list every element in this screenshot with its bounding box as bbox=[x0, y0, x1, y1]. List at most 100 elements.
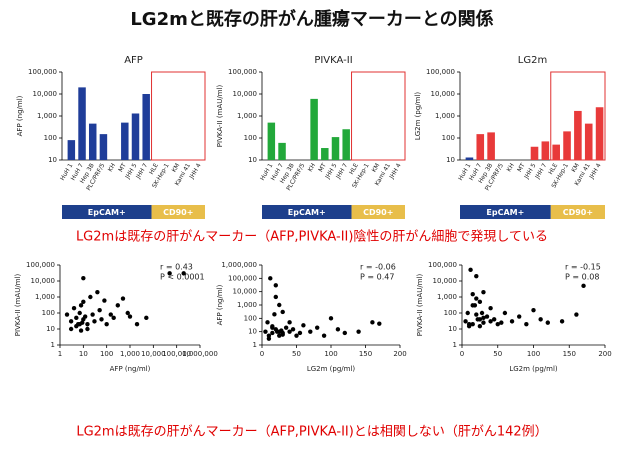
point bbox=[474, 273, 479, 279]
point bbox=[479, 310, 485, 316]
point bbox=[481, 289, 486, 295]
figure-title: LG2mと既存の肝がん腫瘍マーカーとの関係 bbox=[130, 8, 493, 30]
point bbox=[470, 291, 475, 297]
y-tick-label: 1 bbox=[51, 341, 55, 349]
x-axis-label: AFP (ng/ml) bbox=[110, 365, 151, 373]
point bbox=[477, 323, 483, 329]
point bbox=[134, 321, 140, 327]
point bbox=[491, 317, 497, 322]
group-label: EpCAM+ bbox=[88, 208, 126, 217]
y-tick-label: 100 bbox=[244, 314, 257, 322]
x-tick-label: KH bbox=[307, 162, 317, 173]
y-axis-label: PIVKA-II (mAU/ml) bbox=[216, 85, 224, 148]
y-tick-label: 100 bbox=[444, 309, 457, 317]
point bbox=[144, 315, 149, 321]
chart-title: PIVKA-II bbox=[314, 55, 352, 66]
x-tick-label: KH bbox=[506, 162, 516, 173]
bar bbox=[331, 137, 340, 160]
point bbox=[277, 333, 282, 338]
bar bbox=[278, 142, 286, 160]
y-tick-label: 10 bbox=[46, 325, 55, 333]
group-bar bbox=[550, 205, 605, 219]
point bbox=[559, 319, 565, 324]
y-tick-label: 1,000 bbox=[35, 293, 55, 301]
point bbox=[77, 310, 82, 316]
point bbox=[273, 283, 278, 288]
y-tick-label: 10,000 bbox=[31, 277, 56, 285]
bar bbox=[121, 122, 129, 160]
annotation: P = 0.08 bbox=[565, 273, 599, 282]
y-tick-label: 100,000 bbox=[26, 261, 55, 269]
x-tick-label: HLE bbox=[348, 162, 360, 176]
point bbox=[270, 324, 275, 329]
point bbox=[104, 321, 109, 327]
point bbox=[509, 319, 515, 324]
point bbox=[294, 333, 299, 338]
point bbox=[283, 325, 289, 330]
bar bbox=[67, 140, 76, 160]
point bbox=[545, 320, 550, 325]
annotation: r = -0.06 bbox=[360, 263, 396, 272]
x-axis-label: LG2m (pg/ml) bbox=[307, 365, 356, 373]
point bbox=[120, 296, 126, 301]
x-tick-label: 200 bbox=[393, 350, 406, 358]
y-tick-label: 100 bbox=[442, 134, 455, 142]
y-axis-label: PIVKA-II (mAU/ml) bbox=[416, 274, 424, 337]
point bbox=[465, 310, 470, 316]
group-bar bbox=[351, 205, 405, 219]
point bbox=[68, 326, 74, 332]
x-tick-label: 0 bbox=[260, 350, 264, 358]
y-tick-label: 10,000 bbox=[433, 277, 458, 285]
x-tick-label: HLE bbox=[148, 162, 160, 176]
group-label: EpCAM+ bbox=[486, 208, 524, 217]
y-tick-label: 10,000 bbox=[233, 90, 258, 98]
point bbox=[268, 276, 273, 281]
point bbox=[531, 307, 536, 313]
point bbox=[328, 316, 334, 321]
point bbox=[474, 296, 479, 301]
bar bbox=[574, 110, 582, 160]
y-tick-label: 100 bbox=[44, 134, 57, 142]
point bbox=[90, 312, 95, 317]
point bbox=[495, 321, 500, 327]
point bbox=[78, 303, 84, 308]
y-tick-label: 100,000 bbox=[28, 68, 57, 76]
point bbox=[277, 329, 282, 334]
annotation: P = 0.47 bbox=[360, 273, 394, 282]
y-tick-label: 10 bbox=[48, 156, 57, 164]
group-bar bbox=[151, 205, 205, 219]
x-tick-label: MT bbox=[117, 162, 128, 173]
point bbox=[82, 314, 88, 319]
annotation: r = 0.43 bbox=[160, 263, 193, 272]
point bbox=[272, 312, 277, 317]
x-tick-label: 200 bbox=[598, 350, 611, 358]
y-tick-label: 10 bbox=[248, 328, 257, 336]
y-tick-label: 1 bbox=[453, 341, 457, 349]
point bbox=[524, 321, 529, 327]
y-tick-label: 10,000 bbox=[431, 90, 456, 98]
point bbox=[315, 325, 320, 330]
bar bbox=[310, 98, 318, 160]
point bbox=[538, 317, 543, 322]
point bbox=[342, 330, 347, 336]
y-tick-label: 10 bbox=[448, 325, 457, 333]
point bbox=[287, 320, 292, 325]
y-tick-label: 10 bbox=[446, 156, 455, 164]
point bbox=[127, 314, 133, 319]
bar bbox=[530, 146, 539, 160]
point bbox=[273, 294, 278, 300]
x-axis-label: LG2m (pg/ml) bbox=[509, 365, 558, 373]
point bbox=[517, 314, 522, 319]
y-tick-label: 1,000 bbox=[435, 112, 455, 120]
x-tick-label: 10,000 bbox=[141, 350, 166, 358]
point bbox=[95, 289, 100, 295]
chart-title: LG2m bbox=[518, 55, 547, 66]
point bbox=[78, 328, 84, 333]
point bbox=[477, 317, 483, 322]
point bbox=[301, 323, 306, 328]
point bbox=[64, 312, 70, 317]
y-tick-label: 10 bbox=[248, 156, 257, 164]
bar bbox=[476, 134, 485, 160]
group-label: EpCAM+ bbox=[288, 208, 326, 217]
point bbox=[477, 299, 483, 305]
